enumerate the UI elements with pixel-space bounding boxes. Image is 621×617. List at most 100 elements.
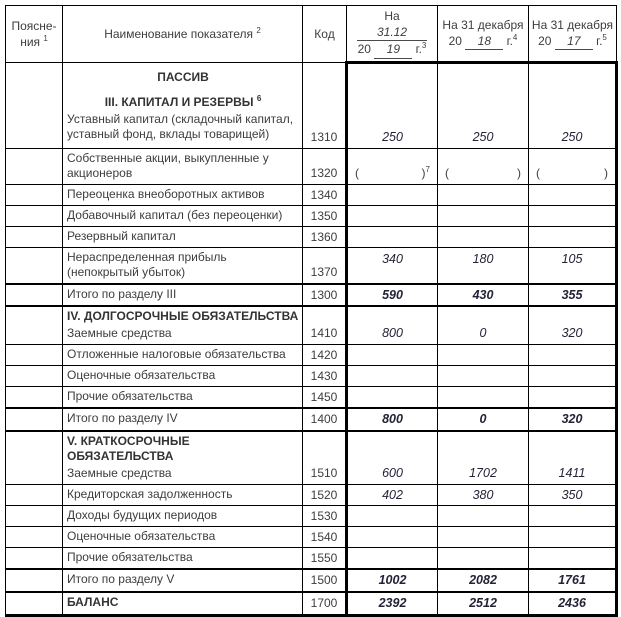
explanations-cell (5, 204, 63, 227)
paren-close: ) (604, 165, 608, 180)
footnote-ref-2: 2 (256, 25, 261, 35)
value-cell: 380 (437, 483, 529, 506)
col-header-period-2017: На 31 декабря 20 17 г.5 (528, 5, 617, 63)
row-label: Добавочный капитал (без переоценки) (62, 204, 303, 227)
value-cell: 250 (528, 60, 618, 149)
row-code: 1510 (302, 430, 347, 485)
row-label: Оценочные обязательства (62, 525, 303, 548)
value-cell: 2082 (437, 567, 529, 593)
value-cell: 355 (528, 282, 618, 307)
value-cell (345, 183, 438, 206)
row-label: Оценочные обязательства (62, 364, 303, 387)
table-row-total: Итого по разделу IV 1400 800 0 320 (5, 406, 618, 432)
row-label: Переоценка внеоборотных активов (62, 183, 303, 206)
table-row: Нераспределенная прибыль (непокрытый убы… (5, 246, 618, 285)
row-label: IV. ДОЛГОСРОЧНЫЕ ОБЯЗАТЕЛЬСТВА Заемные с… (62, 305, 303, 345)
explanations-cell (5, 567, 63, 593)
row-name-text: Заемные средства (67, 465, 172, 480)
explanations-cell (5, 406, 63, 432)
explanations-cell (5, 385, 63, 409)
row-code: 1700 (302, 590, 347, 617)
value-cell: 0 (437, 406, 529, 432)
row-label: Собственные акции, выкупленные у акционе… (62, 147, 303, 185)
table-row: Оценочные обязательства 1540 (5, 525, 618, 548)
value-cell (345, 546, 438, 570)
explanations-cell (5, 525, 63, 548)
row-code: 1310 (302, 61, 347, 149)
footnote-ref-4: 4 (512, 32, 518, 42)
table-row: Прочие обязательства 1550 (5, 546, 618, 570)
row-label: Резервный капитал (62, 225, 303, 248)
period3-line1: На 31 декабря (531, 17, 614, 32)
value-cell (345, 385, 438, 409)
explanations-cell (5, 546, 63, 570)
value-cell (528, 204, 618, 227)
row-code: 1520 (302, 483, 347, 506)
period2-suffix: г. (506, 33, 513, 48)
row-label: Прочие обязательства (62, 385, 303, 409)
value-cell (437, 343, 529, 366)
name-header-label: Наименование показателя (104, 26, 253, 41)
table-row: IV. ДОЛГОСРОЧНЫЕ ОБЯЗАТЕЛЬСТВА Заемные с… (5, 305, 618, 345)
row-code: 1400 (302, 406, 347, 432)
table-row: Переоценка внеоборотных активов 1340 (5, 183, 618, 206)
value-cell (345, 504, 438, 527)
row-label: БАЛАНС (62, 590, 303, 617)
row-label: Нераспределенная прибыль (непокрытый убы… (62, 246, 303, 285)
col-header-period-2019: На 31.12 20 19 г.3 (346, 5, 438, 63)
period2-year: 18 (477, 33, 491, 48)
col-header-name: Наименование показателя 2 (62, 5, 303, 63)
row-code: 1340 (302, 183, 347, 206)
period3-year-prefix: 20 (538, 33, 552, 48)
passiv-section-title: ПАССИВ (157, 69, 209, 84)
row-label: Итого по разделу IV (62, 406, 303, 432)
period3-year: 17 (567, 33, 581, 48)
value-cell: 430 (437, 282, 529, 307)
value-cell: 1761 (528, 567, 618, 593)
value-cell: 320 (528, 305, 618, 345)
value-cell (437, 525, 529, 548)
value-cell: 340 (345, 246, 438, 285)
value-cell (345, 343, 438, 366)
explanations-cell (5, 183, 63, 206)
table-row-total: Итого по разделу V 1500 1002 2082 1761 (5, 567, 618, 593)
table-row-total: Итого по разделу III 1300 590 430 355 (5, 282, 618, 307)
value-cell: 0 (437, 305, 529, 345)
row-code: 1500 (302, 567, 347, 593)
table-row: Оценочные обязательства 1430 (5, 364, 618, 387)
row-code: 1420 (302, 343, 347, 366)
explanations-cell (5, 225, 63, 248)
value-cell (528, 525, 618, 548)
value-cell (437, 504, 529, 527)
period1-year-prefix: 20 (357, 42, 371, 57)
row-label: Итого по разделу III (62, 282, 303, 307)
explanations-cell (5, 305, 63, 345)
balance-label: БАЛАНС (67, 595, 119, 610)
period1-prefix: На (384, 9, 400, 23)
value-cell (528, 504, 618, 527)
col-header-code: Код (302, 5, 347, 63)
row-name-text: Заемные средства (67, 325, 172, 340)
value-cell: 1002 (345, 567, 438, 593)
explanations-cell (5, 590, 63, 617)
footnote-ref-3: 3 (421, 41, 427, 51)
period2-year-blank: 18 (465, 33, 504, 50)
table-row: Доходы будущих периодов 1530 (5, 504, 618, 527)
row-code: 1350 (302, 204, 347, 227)
value-cell (437, 225, 529, 248)
value-cell (437, 183, 529, 206)
value-cell: 600 (345, 430, 438, 485)
header-row: Поясне- ния 1 Наименование показателя 2 … (5, 5, 617, 63)
row-label: V. КРАТКОСРОЧНЫЕ ОБЯЗАТЕЛЬСТВА Заемные с… (62, 430, 303, 485)
value-cell: 350 (528, 483, 618, 506)
value-cell (345, 525, 438, 548)
table-row: V. КРАТКОСРОЧНЫЕ ОБЯЗАТЕЛЬСТВА Заемные с… (5, 430, 618, 485)
value-cell: 2512 (437, 590, 529, 617)
paren-open: ( (355, 165, 359, 180)
table-row: Добавочный капитал (без переоценки) 1350 (5, 204, 618, 227)
table-row: Прочие обязательства 1450 (5, 385, 618, 409)
row-label: Отложенные налоговые обязательства (62, 343, 303, 366)
period2-line1: На 31 декабря (442, 17, 524, 32)
value-cell: 320 (528, 406, 618, 432)
paren-open: ( (445, 165, 449, 180)
